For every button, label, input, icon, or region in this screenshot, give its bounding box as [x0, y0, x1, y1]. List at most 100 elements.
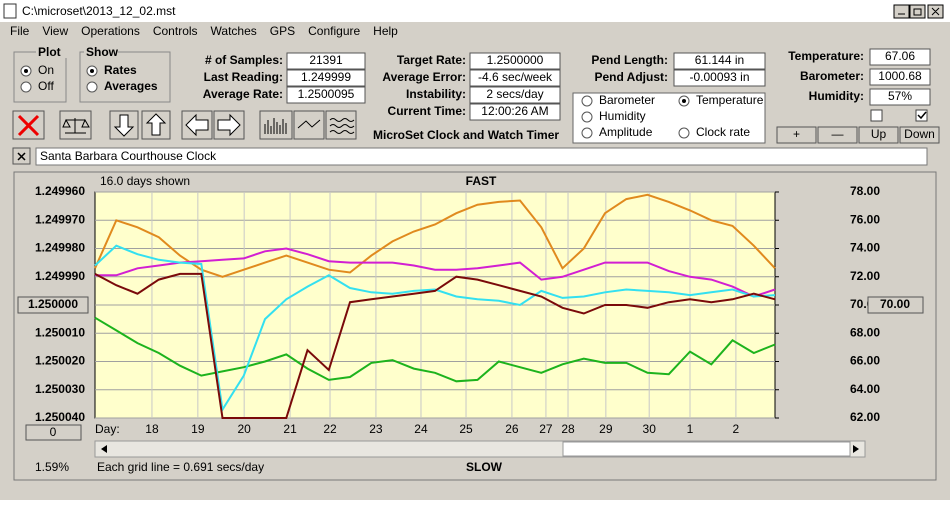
x-tick-label: 19 — [191, 422, 205, 436]
menu-item[interactable]: Configure — [308, 24, 360, 38]
check-mark — [917, 111, 927, 120]
series-option[interactable]: Amplitude — [599, 125, 653, 139]
watch-name-box[interactable] — [35, 147, 928, 166]
right-box[interactable] — [867, 296, 924, 314]
left-box[interactable] — [17, 296, 89, 314]
x-tick-label: 26 — [505, 422, 519, 436]
x-tick-label: 20 — [237, 422, 251, 436]
fields: # of Samples: 21391 Last Reading: 1.249999 A… — [203, 48, 931, 121]
menu-item[interactable]: GPS — [270, 24, 295, 38]
button[interactable] — [858, 126, 899, 144]
field-box — [869, 48, 931, 66]
left-box-label: 1.250000 — [28, 297, 78, 311]
field-label: Humidity: — [809, 89, 864, 103]
field-box — [673, 52, 766, 70]
series-option[interactable]: Barometer — [599, 93, 655, 107]
field-box — [286, 86, 366, 104]
series-line — [94, 316, 776, 383]
x-tick-label: 25 — [459, 422, 473, 436]
series-option[interactable]: Clock rate — [696, 125, 750, 139]
x-tick-label: 29 — [599, 422, 613, 436]
right-box-label: 70.00 — [880, 297, 910, 311]
line-button[interactable] — [293, 110, 325, 140]
slider-box[interactable] — [25, 424, 82, 441]
graph-select-box — [572, 92, 766, 144]
window-title: C:\microset\2013_12_02.mst — [22, 4, 176, 18]
left-icon — [185, 113, 209, 137]
field-value: -4.6 sec/week — [478, 70, 553, 84]
group-title-bg — [36, 46, 70, 58]
checkbox[interactable] — [870, 109, 883, 122]
menu-item[interactable]: File — [10, 24, 30, 38]
group-title: Show — [86, 45, 119, 59]
field-box — [673, 69, 766, 87]
field-label: Pend Length: — [591, 53, 668, 67]
field-value: 61.144 in — [695, 53, 744, 67]
slow-label: SLOW — [466, 460, 503, 474]
y2-tick-label: 72.00 — [850, 269, 880, 283]
group-title-bg — [84, 46, 118, 58]
x-tick-label: 28 — [561, 422, 575, 436]
toolbar — [12, 110, 357, 140]
up-icon — [145, 113, 167, 136]
menu-item[interactable]: Watches — [211, 24, 257, 38]
scroll-thumb[interactable] — [562, 441, 851, 457]
x-tick-label: 23 — [369, 422, 383, 436]
field-value: 12:00:26 AM — [481, 104, 548, 118]
button[interactable] — [776, 126, 817, 144]
menu-item[interactable]: View — [42, 24, 68, 38]
field-value: 1000.68 — [878, 69, 922, 83]
x-tick-label: 21 — [283, 422, 297, 436]
radio[interactable] — [86, 81, 98, 93]
field-label: Barometer: — [800, 69, 864, 83]
radio[interactable] — [581, 127, 593, 139]
field-label: Last Reading: — [204, 70, 283, 84]
radio-label: Off — [38, 79, 54, 93]
app-icon — [3, 3, 17, 19]
checkbox[interactable] — [915, 109, 928, 122]
field-label: Average Error: — [382, 70, 466, 84]
radio[interactable] — [678, 127, 690, 139]
chart: 1.249960 1.249970 1.249980 1.249990 1.250000… — [17, 174, 924, 474]
menu-item[interactable]: Controls — [153, 24, 198, 38]
y2-tick-label: 68.00 — [850, 325, 880, 339]
radio-label: Rates — [104, 63, 137, 77]
field-box — [469, 103, 561, 121]
menu-item[interactable]: Help — [373, 24, 398, 38]
button-label[interactable]: — — [832, 127, 844, 141]
field-box — [469, 52, 561, 70]
field-value: 21391 — [309, 53, 343, 67]
series-option[interactable]: Humidity — [599, 109, 646, 123]
menu-item[interactable]: Operations — [81, 24, 140, 38]
field-label: Pend Adjust: — [594, 70, 668, 84]
radio-label: Averages — [104, 79, 158, 93]
x-tick-label: 22 — [323, 422, 337, 436]
series-option[interactable]: Temperature — [696, 93, 764, 107]
series-line — [94, 272, 776, 419]
radio-dot — [90, 69, 94, 73]
minimize[interactable] — [893, 4, 910, 19]
maximize[interactable] — [909, 4, 926, 19]
radio-dot — [24, 69, 28, 73]
radio-dot — [682, 99, 686, 103]
button[interactable] — [899, 126, 940, 144]
y-tick-label: 1.250010 — [35, 325, 85, 339]
radio[interactable] — [581, 95, 593, 107]
radio[interactable] — [581, 111, 593, 123]
footnote: Each grid line = 0.691 secs/day — [97, 460, 264, 474]
y2-tick-label: 66.00 — [850, 354, 880, 368]
y-tick-label: 1.249970 — [35, 212, 85, 226]
app-name: MicroSet Clock and Watch Timer — [373, 128, 559, 142]
y-tick-label: 1.250020 — [35, 354, 85, 368]
field-label: Temperature: — [788, 49, 864, 63]
window-controls[interactable] — [893, 4, 944, 19]
button[interactable] — [817, 126, 858, 144]
button-label[interactable]: + — [793, 127, 800, 141]
field-value: 2 secs/day — [486, 87, 543, 101]
radio[interactable] — [20, 81, 32, 93]
field-box — [469, 69, 561, 87]
button-label[interactable]: Down — [904, 127, 935, 141]
y2-tick-label: 62.00 — [850, 410, 880, 424]
button-label[interactable]: Up — [871, 127, 887, 141]
